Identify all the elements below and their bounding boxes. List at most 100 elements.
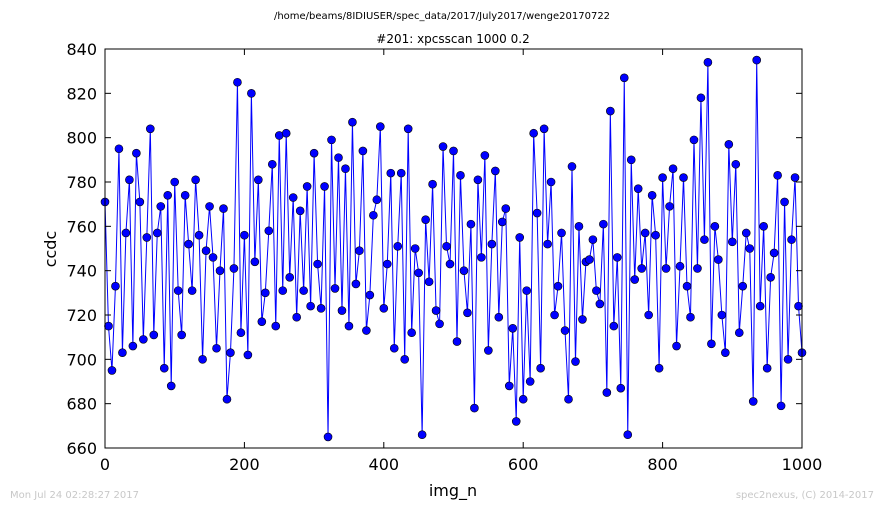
data-point — [626, 155, 636, 165]
data-point — [198, 355, 207, 364]
data-point — [588, 235, 598, 244]
data-point — [295, 206, 305, 216]
data-point — [445, 259, 455, 269]
data-point — [393, 241, 403, 251]
data-point — [592, 286, 601, 295]
data-point — [665, 202, 674, 211]
data-point — [428, 179, 437, 189]
data-point — [421, 215, 430, 224]
data-point — [438, 142, 448, 151]
data-point — [327, 135, 336, 145]
data-point — [191, 175, 200, 185]
data-point — [546, 177, 556, 187]
data-point — [163, 191, 173, 200]
data-point — [132, 148, 141, 158]
data-point — [616, 383, 626, 393]
x-tick-label: 0 — [100, 455, 110, 474]
data-point — [316, 304, 326, 313]
data-point — [693, 264, 702, 273]
data-point — [365, 290, 375, 300]
data-point — [759, 222, 768, 231]
data-point — [215, 266, 225, 275]
data-point — [748, 397, 758, 406]
data-point — [609, 321, 619, 331]
data-point — [355, 246, 364, 256]
data-point — [564, 394, 573, 404]
data-point — [104, 321, 113, 331]
data-point — [139, 335, 148, 344]
data-point — [630, 275, 640, 284]
data-point — [118, 348, 127, 357]
data-point — [529, 128, 538, 138]
y-tick-label: 700 — [66, 350, 97, 369]
data-point — [686, 312, 695, 322]
data-point — [578, 315, 587, 324]
x-tick-label: 400 — [369, 455, 400, 474]
x-tick-label: 200 — [229, 455, 260, 474]
x-tick-label: 800 — [647, 455, 678, 474]
data-point — [156, 202, 166, 211]
data-point — [449, 146, 458, 156]
data-point — [257, 317, 267, 326]
data-point — [372, 195, 382, 205]
data-point — [553, 281, 563, 291]
data-point — [250, 257, 260, 267]
data-point — [738, 281, 748, 291]
data-point — [491, 166, 500, 176]
data-point — [166, 381, 176, 391]
y-tick-label: 840 — [66, 40, 97, 59]
data-point — [480, 151, 490, 160]
data-point — [717, 310, 727, 320]
data-point — [619, 73, 629, 83]
data-point — [477, 253, 486, 262]
data-point — [159, 363, 169, 373]
data-point — [571, 357, 580, 366]
data-point — [369, 210, 378, 220]
data-point — [661, 264, 671, 273]
x-tick-label: 600 — [508, 455, 539, 474]
data-point — [344, 321, 354, 331]
data-point — [595, 299, 605, 309]
data-point — [504, 381, 514, 391]
data-point — [463, 308, 472, 318]
data-point — [407, 328, 416, 338]
data-point — [435, 319, 444, 329]
data-point — [226, 348, 235, 357]
data-point — [557, 228, 566, 238]
data-point — [470, 403, 479, 413]
data-point — [243, 350, 253, 360]
y-tick-label: 740 — [66, 262, 97, 281]
data-point — [306, 301, 315, 311]
data-point — [790, 173, 800, 182]
data-point — [173, 286, 183, 295]
data-point — [644, 310, 653, 320]
data-point — [487, 239, 497, 249]
data-point — [783, 355, 793, 364]
data-point — [518, 394, 528, 404]
data-point — [501, 204, 511, 213]
data-point — [766, 273, 775, 282]
data-point — [473, 175, 483, 185]
data-point — [121, 228, 131, 238]
data-point — [721, 348, 730, 357]
y-tick-label: 760 — [66, 217, 97, 236]
data-point — [337, 306, 347, 315]
data-point — [776, 401, 786, 411]
data-point — [769, 248, 779, 258]
data-point — [208, 253, 218, 262]
data-point — [780, 197, 789, 207]
data-point — [696, 93, 706, 103]
data-point — [219, 204, 228, 213]
data-point — [710, 222, 720, 231]
data-point — [334, 153, 343, 162]
data-point — [637, 264, 646, 273]
data-point — [734, 328, 744, 338]
data-point — [466, 219, 476, 229]
y-tick-label: 660 — [66, 439, 97, 458]
data-point — [773, 171, 782, 180]
data-point — [271, 321, 281, 331]
data-point — [348, 117, 357, 127]
data-point — [288, 193, 298, 202]
data-point — [672, 341, 681, 351]
data-point — [285, 273, 295, 282]
